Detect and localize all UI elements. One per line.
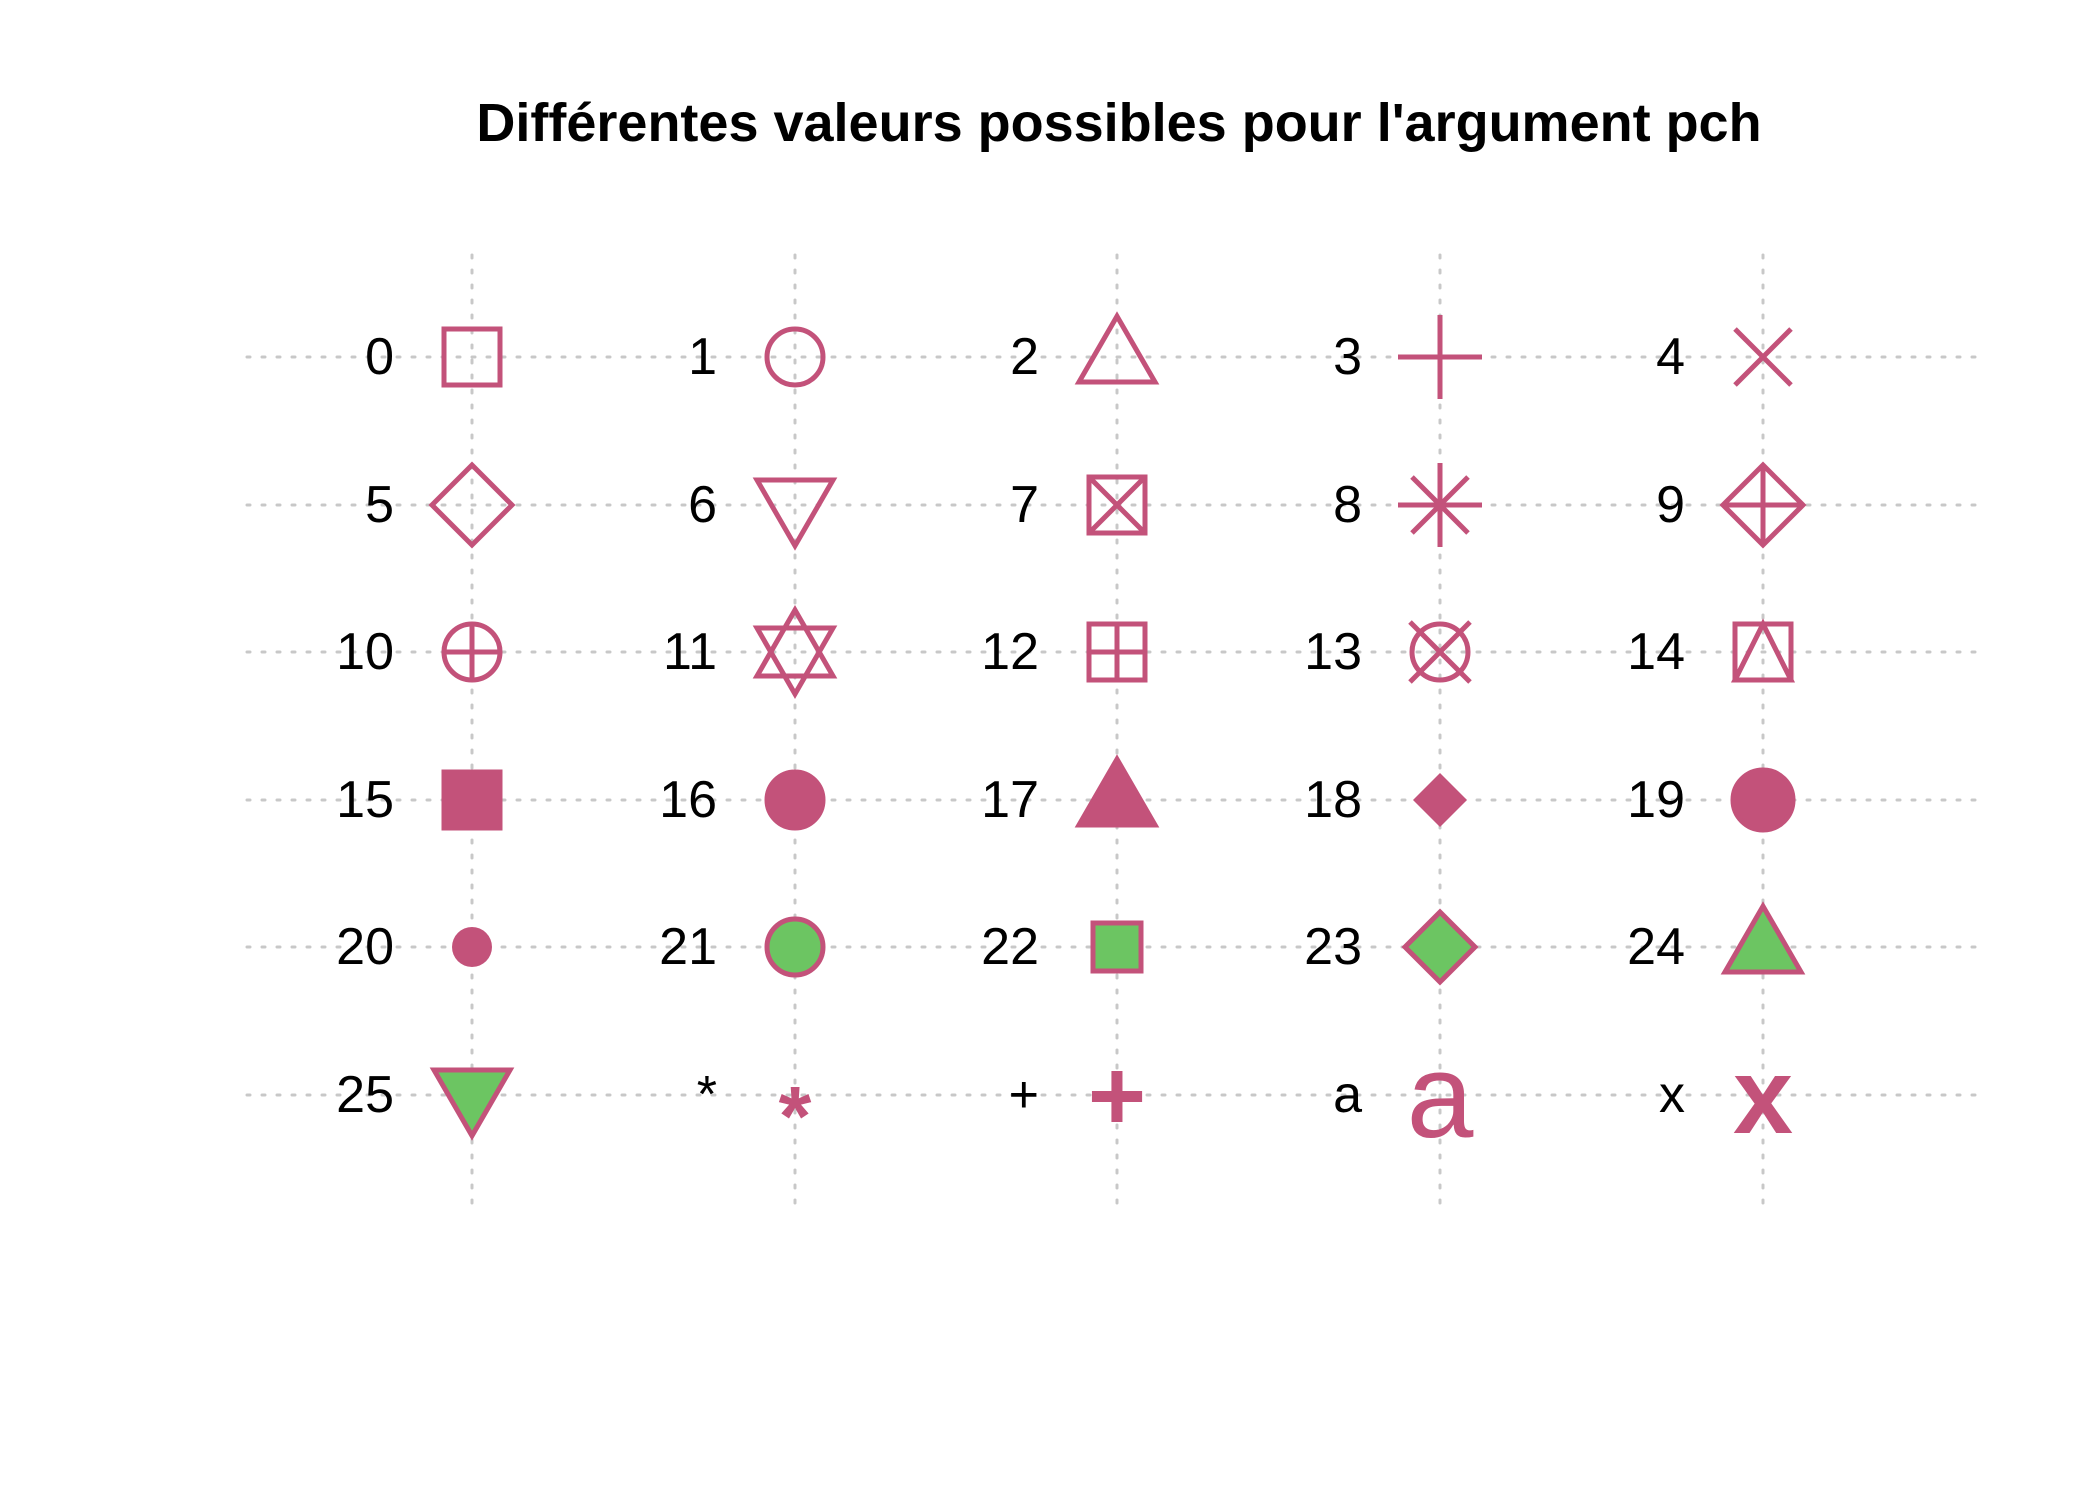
pch-point: 16 [659, 769, 826, 831]
pch-label: 6 [688, 476, 717, 534]
pch-label: 15 [336, 771, 394, 829]
pch-point: * * [697, 1066, 812, 1163]
pch-label: 21 [659, 918, 717, 976]
pch-point: 7 [1010, 474, 1148, 536]
pch-label: 4 [1656, 328, 1685, 386]
pch-label: 3 [1333, 328, 1362, 386]
pch-symbol [1413, 773, 1467, 827]
pch-symbol [1730, 767, 1796, 833]
pch-point: 23 [1304, 908, 1479, 986]
pch-glyph: a [1407, 1029, 1474, 1163]
pch-symbol [1719, 461, 1807, 549]
pch-point: 0 [365, 326, 503, 388]
pch-point: 2 [1010, 311, 1160, 386]
pch-point: 10 [336, 621, 503, 683]
pch-glyph: x [1733, 1035, 1793, 1156]
pch-symbol [1086, 621, 1148, 683]
pch-label: a [1333, 1066, 1362, 1124]
pch-label: 1 [688, 328, 717, 386]
pch-label: 22 [981, 918, 1039, 976]
pch-label: 20 [336, 918, 394, 976]
pch-symbol [752, 604, 838, 700]
pch-point: 13 [1304, 620, 1472, 684]
pch-symbol [1733, 327, 1793, 387]
pch-point: 19 [1627, 767, 1796, 833]
pch-point: 12 [981, 621, 1148, 683]
pch-label: * [697, 1066, 717, 1124]
pch-glyph: + [1088, 1040, 1146, 1152]
pch-glyph: * [779, 1069, 812, 1163]
pch-symbol [1074, 311, 1160, 385]
pch-symbol [452, 927, 492, 967]
pch-label: 0 [365, 328, 394, 386]
pch-symbol [1401, 908, 1479, 986]
pch-point: 4 [1656, 327, 1793, 387]
pch-label: 11 [663, 623, 717, 681]
pch-point: 18 [1304, 771, 1467, 829]
pch-symbol [1090, 920, 1144, 974]
chart-title: Différentes valeurs possibles pour l'arg… [476, 93, 1762, 153]
pch-label: 25 [336, 1066, 394, 1124]
pch-label: 10 [336, 623, 394, 681]
pch-point: 14 [1627, 618, 1796, 683]
pch-symbol [441, 769, 503, 831]
pch-symbol [441, 326, 503, 388]
pch-point: 15 [336, 769, 503, 831]
pch-point: 24 [1627, 901, 1806, 976]
pch-label: x [1659, 1066, 1685, 1124]
pch-point: 22 [981, 918, 1144, 976]
pch-label: 7 [1010, 476, 1039, 534]
pch-label: 5 [365, 476, 394, 534]
pch-point: 5 [365, 461, 516, 549]
pch-symbol [1398, 463, 1482, 547]
pch-symbol [428, 461, 516, 549]
pch-symbol [764, 326, 826, 388]
pch-symbol [1720, 901, 1806, 975]
pch-point: 6 [688, 476, 838, 551]
pch-symbol [752, 477, 838, 551]
pch-symbol [1408, 620, 1472, 684]
pch-symbol [764, 769, 826, 831]
pch-point: 11 [663, 604, 838, 700]
pch-symbol: * [779, 1069, 812, 1163]
pch-label: 17 [981, 771, 1039, 829]
pch-point: 21 [659, 916, 826, 978]
pch-label: 16 [659, 771, 717, 829]
pch-point: + + [1009, 1040, 1147, 1152]
pch-label: 2 [1010, 328, 1039, 386]
pch-label: 23 [1304, 918, 1362, 976]
pch-label: 9 [1656, 476, 1685, 534]
pch-label: 8 [1333, 476, 1362, 534]
pch-point: 9 [1656, 461, 1807, 549]
pch-symbol: + [1088, 1040, 1146, 1152]
pch-point: 3 [1333, 315, 1482, 399]
pch-point: 17 [981, 754, 1160, 829]
pch-symbol [764, 916, 826, 978]
pch-symbol [1730, 618, 1796, 683]
pch-point: 20 [336, 918, 492, 976]
pch-symbol [1398, 315, 1482, 399]
pch-label: 13 [1304, 623, 1362, 681]
pch-point: 1 [688, 326, 826, 388]
pch-symbol [441, 621, 503, 683]
pch-label: 12 [981, 623, 1039, 681]
pch-symbol: a [1407, 1029, 1474, 1163]
pch-point: 25 [336, 1066, 515, 1141]
pch-label: + [1009, 1066, 1039, 1124]
pch-symbol: x [1733, 1035, 1793, 1156]
pch-symbol [1086, 474, 1148, 536]
pch-label: 14 [1627, 623, 1685, 681]
pch-label: 24 [1627, 918, 1685, 976]
pch-symbol [1074, 754, 1160, 828]
pch-symbol [429, 1067, 515, 1141]
pch-point: 8 [1333, 463, 1482, 547]
pch-label: 18 [1304, 771, 1362, 829]
pch-label: 19 [1627, 771, 1685, 829]
